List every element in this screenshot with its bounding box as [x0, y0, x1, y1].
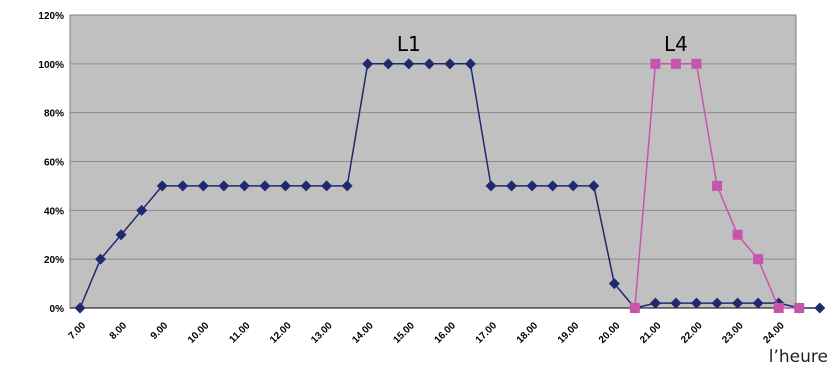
y-axis-ticks: 0% 20% 40% 60% 80% 100% 120%: [38, 11, 64, 315]
data-point: [670, 297, 682, 309]
data-point: [547, 180, 559, 192]
data-point: [753, 254, 764, 265]
data-point: [691, 58, 702, 69]
data-point: [197, 180, 209, 192]
series-l4: [629, 58, 805, 313]
y-tick-label: 80%: [44, 109, 64, 120]
data-point: [712, 180, 723, 191]
data-point: [608, 278, 620, 290]
x-tick-label: 13.00: [309, 320, 335, 346]
data-point: [650, 58, 661, 69]
data-point: [485, 180, 497, 192]
series-layer: [74, 58, 826, 314]
data-point: [464, 58, 476, 70]
x-tick-label: 22.00: [679, 320, 705, 346]
data-point: [670, 58, 681, 69]
x-tick-label: 11.00: [227, 320, 252, 345]
data-point: [629, 303, 640, 313]
data-point: [321, 180, 333, 192]
x-tick-label: 9.00: [149, 320, 171, 342]
data-point: [814, 302, 826, 314]
y-tick-label: 40%: [44, 206, 64, 217]
data-point: [177, 180, 189, 192]
data-point: [115, 229, 127, 241]
data-point: [341, 180, 353, 192]
x-tick-label: 17.00: [474, 320, 500, 346]
data-point: [588, 180, 600, 192]
data-point: [423, 58, 435, 70]
x-axis-title: l’heure: [769, 347, 828, 365]
x-tick-label: 23.00: [720, 320, 746, 346]
data-point: [218, 180, 230, 192]
data-point: [444, 58, 456, 70]
x-tick-label: 20.00: [597, 320, 623, 346]
data-point: [773, 303, 784, 313]
x-axis-ticks: 7.00 8.00 9.00 10.00 11.00 12.00 13.00 14.00 15.…: [67, 320, 788, 346]
y-tick-label: 60%: [44, 158, 64, 169]
data-point: [649, 297, 661, 309]
data-point: [506, 180, 518, 192]
data-point: [362, 58, 374, 70]
x-tick-label: 24.00: [761, 320, 787, 346]
x-tick-label: 15.00: [391, 320, 417, 346]
x-tick-label: 10.00: [186, 320, 212, 346]
data-point: [752, 297, 764, 309]
data-point: [711, 297, 723, 309]
x-tick-label: 18.00: [515, 320, 541, 346]
data-point: [95, 253, 107, 265]
y-tick-label: 120%: [38, 11, 64, 22]
y-tick-label: 0%: [50, 304, 65, 315]
x-tick-label: 7.00: [67, 320, 89, 342]
data-point: [300, 180, 312, 192]
x-tick-label: 19.00: [556, 320, 582, 346]
series-label-l1: L1: [397, 32, 421, 56]
x-tick-label: 14.00: [350, 320, 376, 346]
data-point: [403, 58, 415, 70]
x-tick-label: 12.00: [268, 320, 294, 346]
y-tick-label: 100%: [38, 60, 64, 71]
series-label-l4: L4: [664, 32, 688, 56]
data-point: [691, 297, 702, 309]
series-l1: [74, 58, 826, 314]
y-tick-label: 20%: [44, 255, 64, 266]
data-point: [732, 297, 744, 309]
data-point: [259, 180, 271, 192]
data-point: [526, 180, 538, 192]
data-point: [156, 180, 168, 192]
data-point: [382, 58, 394, 70]
data-point: [567, 180, 579, 192]
x-tick-label: 21.00: [638, 320, 664, 346]
data-point: [732, 229, 743, 240]
data-point: [280, 180, 291, 192]
data-point: [136, 204, 148, 216]
data-point: [238, 180, 250, 192]
x-tick-label: 8.00: [108, 320, 130, 342]
x-tick-label: 16.00: [433, 320, 459, 346]
data-point: [74, 302, 86, 314]
data-point: [794, 303, 805, 313]
